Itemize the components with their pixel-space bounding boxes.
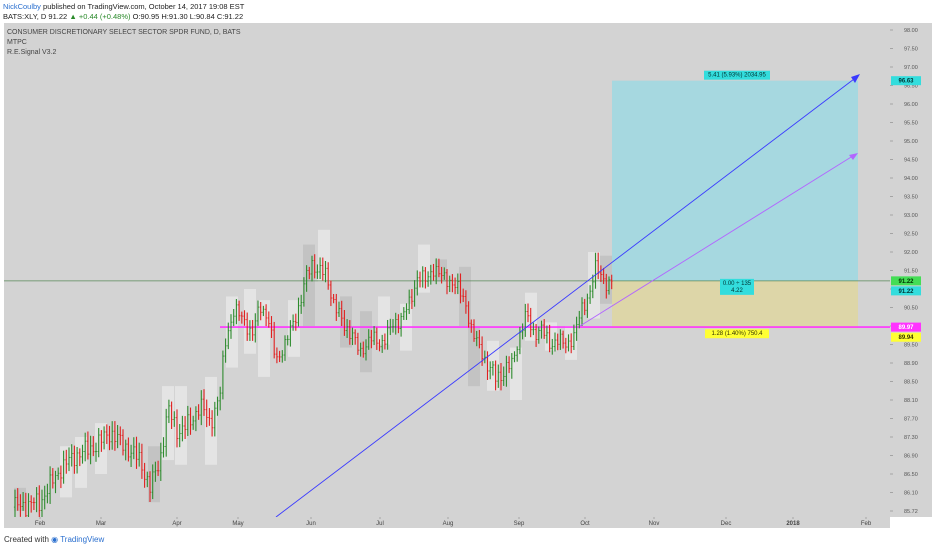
publish-text: published on TradingView.com, October 14… <box>43 2 245 11</box>
target-label: 5.41 (5.93%) 2034.95 <box>704 70 770 80</box>
y-tick-label: 93.50 <box>904 195 918 201</box>
signal-box <box>288 300 300 357</box>
x-tick-label: Oct <box>580 521 590 527</box>
trend-arrowhead <box>851 74 860 83</box>
price-axis <box>890 23 932 517</box>
chart-legend: CONSUMER DISCRETIONARY SELECT SECTOR SPD… <box>7 29 241 56</box>
price-change: ▲ +0.44 (+0.48%) <box>69 12 131 21</box>
x-tick-label: May <box>232 521 243 527</box>
price-tag-bg <box>891 76 921 86</box>
y-tick-label: 91.50 <box>904 269 918 275</box>
price-chart[interactable]: 5.41 (5.93%) 2034.95 0.00 ÷ 135 4.22 1.2… <box>0 22 932 528</box>
y-tick-label: 93.00 <box>904 213 918 219</box>
x-tick-label: Apr <box>172 521 181 527</box>
svg-text:1.28 (1.40%) 750.4: 1.28 (1.40%) 750.4 <box>711 331 763 337</box>
signal-box <box>510 347 522 400</box>
price-tag-label: 89.97 <box>898 325 914 331</box>
y-tick-label: 94.00 <box>904 176 918 182</box>
signal-box <box>588 252 600 319</box>
x-tick-label: Aug <box>443 521 454 527</box>
chart-header: NickCoulby published on TradingView.com,… <box>0 0 932 22</box>
author-link[interactable]: NickCoulby <box>3 2 41 11</box>
signal-box <box>435 259 447 282</box>
signal-box <box>303 244 315 326</box>
y-tick-label: 92.50 <box>904 232 918 238</box>
tradingview-link[interactable]: TradingView <box>60 535 105 544</box>
trend-line[interactable] <box>275 75 859 518</box>
y-tick-label: 87.30 <box>904 435 918 441</box>
signal-box <box>75 437 87 488</box>
signal-box <box>258 300 270 377</box>
ohlc-values: O:90.95 H:91.30 L:90.84 C:91.22 <box>132 12 244 21</box>
svg-text:0.00 ÷ 135: 0.00 ÷ 135 <box>723 281 752 287</box>
x-tick-label: Feb <box>861 521 872 527</box>
signal-box <box>378 296 390 345</box>
y-axis-ticks: 98.00 97.50 97.00 96.50 96.00 95.50 95.00 94.50… <box>890 28 918 515</box>
legend-title: CONSUMER DISCRETIONARY SELECT SECTOR SPD… <box>7 29 241 36</box>
price-tag-bg <box>891 332 921 342</box>
y-tick-label: 86.10 <box>904 491 918 497</box>
publish-info: NickCoulby published on TradingView.com,… <box>3 2 244 11</box>
price-tag-bg <box>891 322 921 332</box>
x-tick-label: Dec <box>721 521 732 527</box>
x-axis-ticks: Feb Mar Apr May Jun Jul Aug Sep Oct Nov Dec 2018 Feb <box>35 517 872 527</box>
y-tick-label: 96.50 <box>904 84 918 90</box>
created-with-text: Created with <box>4 535 49 544</box>
signal-box <box>205 376 217 465</box>
y-tick-label: 95.00 <box>904 139 918 145</box>
candles <box>13 252 613 526</box>
y-tick-label: 85.72 <box>904 509 918 515</box>
price-tag-label: 96.63 <box>898 79 914 85</box>
x-tick-label: 2018 <box>786 521 800 527</box>
price-tag-bg <box>891 286 921 296</box>
signal-box <box>545 322 557 351</box>
x-tick-label: Mar <box>96 521 106 527</box>
price-tag-label: 89.94 <box>898 335 914 341</box>
price-tag-bg <box>891 276 921 286</box>
y-tick-label: 86.50 <box>904 472 918 478</box>
legend-indicator-mtpc: MTPC <box>7 39 27 46</box>
y-tick-label: 97.00 <box>904 65 918 71</box>
symbol-info: BATS:XLY, D 91.22 ▲ +0.44 (+0.48%) O:90.… <box>3 12 243 21</box>
x-tick-label: Jun <box>306 521 316 527</box>
y-tick-label: 89.50 <box>904 343 918 349</box>
symbol-price: BATS:XLY, D 91.22 <box>3 12 68 21</box>
footer: Created with ◉ TradingView <box>0 530 932 550</box>
ratio-label: 0.00 ÷ 135 4.22 <box>720 278 754 295</box>
svg-text:5.41 (5.93%) 2034.95: 5.41 (5.93%) 2034.95 <box>708 73 766 79</box>
price-tag-label: 91.22 <box>898 279 914 285</box>
tradingview-logo-icon: ◉ <box>51 535 59 544</box>
signal-box <box>340 296 352 348</box>
y-tick-label: 97.50 <box>904 47 918 53</box>
signal-box <box>226 296 238 368</box>
target-zone[interactable] <box>612 80 858 281</box>
x-tick-label: Jul <box>376 521 384 527</box>
y-tick-label: 88.10 <box>904 398 918 404</box>
x-tick-label: Sep <box>514 521 525 527</box>
y-tick-label: 94.50 <box>904 158 918 164</box>
y-tick-label: 88.50 <box>904 380 918 386</box>
y-tick-label: 88.90 <box>904 361 918 367</box>
time-axis <box>4 517 890 528</box>
projection-line[interactable] <box>579 153 857 327</box>
projection-arrowhead <box>849 152 858 160</box>
stop-label: 1.28 (1.40%) 750.4 <box>705 329 769 339</box>
y-tick-label: 95.50 <box>904 121 918 127</box>
y-tick-label: 92.00 <box>904 250 918 256</box>
legend-indicator-signal: R.E.Signal V3.2 <box>7 49 57 56</box>
signal-box <box>318 229 330 282</box>
y-tick-label: 96.00 <box>904 102 918 108</box>
signal-box <box>175 386 187 465</box>
signal-box <box>148 446 160 503</box>
signal-box <box>162 386 174 461</box>
x-tick-label: Feb <box>35 521 46 527</box>
y-tick-label: 98.00 <box>904 28 918 34</box>
price-tag-label: 91.22 <box>898 289 914 295</box>
price-tags: 96.63 91.22 91.22 89.97 89.94 <box>891 76 921 342</box>
x-tick-label: Nov <box>649 521 660 527</box>
svg-text:4.22: 4.22 <box>731 288 743 294</box>
y-tick-label: 87.70 <box>904 417 918 423</box>
y-tick-label: 86.90 <box>904 454 918 460</box>
y-tick-label: 90.50 <box>904 306 918 312</box>
